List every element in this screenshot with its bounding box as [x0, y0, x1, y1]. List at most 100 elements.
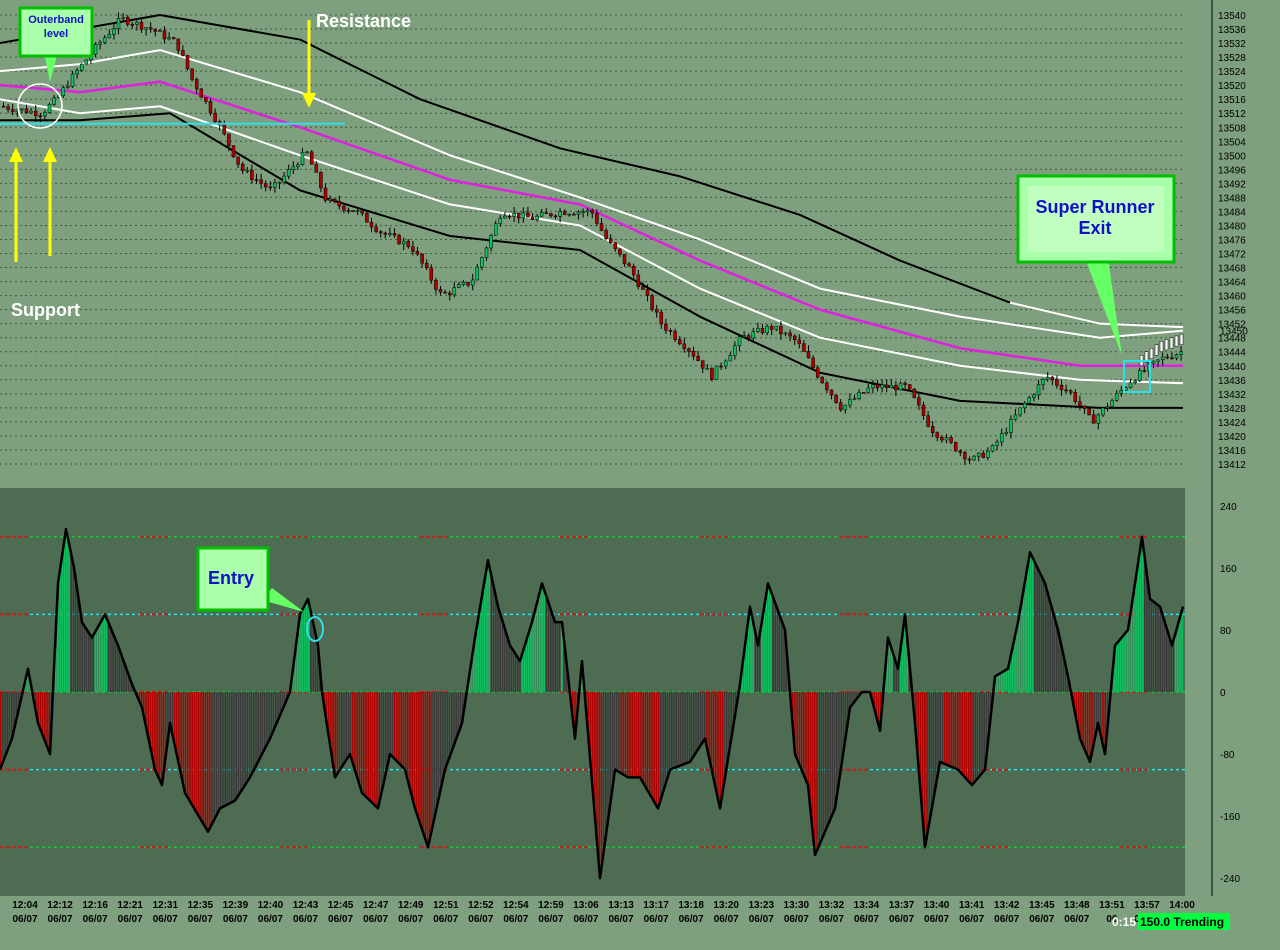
- oscillator-bar: [345, 692, 347, 762]
- oscillator-bar: [380, 692, 383, 797]
- resistance-label: Resistance: [316, 11, 411, 31]
- candle-body: [351, 210, 355, 212]
- oscillator-bar: [772, 594, 774, 692]
- candle-body: [990, 445, 995, 452]
- oscillator-bar: [1181, 612, 1183, 692]
- outerband-label-line2: level: [44, 28, 68, 40]
- oscillator-axis: 240 160 80 0 -80 -160 -240: [1220, 502, 1240, 885]
- time-tick-label: 12:47: [363, 900, 389, 911]
- oscillator-bar: [616, 692, 618, 771]
- candle-body: [240, 163, 245, 171]
- date-tick-label: 06/07: [714, 914, 739, 925]
- oscillator-bar: [149, 692, 152, 744]
- oscillator-bar: [1144, 552, 1146, 692]
- oscillator-bar: [1084, 692, 1087, 750]
- oscillator-bar: [794, 692, 796, 745]
- price-tick-label: 13480: [1218, 221, 1246, 232]
- oscillator-bar: [594, 692, 596, 806]
- oscillator-bar: [407, 692, 409, 778]
- oscillator-bar: [1003, 671, 1005, 692]
- oscillator-bar: [954, 692, 957, 769]
- candle-body: [98, 42, 102, 45]
- oscillator-bar: [1102, 692, 1104, 742]
- candle-body: [912, 388, 917, 398]
- oscillator-bar: [178, 692, 180, 762]
- oscillator-bar: [657, 692, 660, 809]
- entry-label: Entry: [208, 568, 254, 588]
- candle-body: [273, 182, 277, 188]
- oscillator-bar: [902, 637, 904, 692]
- oscillator-bar: [143, 692, 145, 713]
- date-tick-label: 06: [1106, 914, 1118, 925]
- oscillator-bar: [448, 692, 451, 760]
- oscillator-bar: [541, 586, 543, 692]
- oscillator-bar: [409, 692, 411, 786]
- candle-body: [751, 331, 756, 339]
- oscillator-bar: [204, 692, 207, 826]
- candle-body: [300, 152, 305, 165]
- candle-body: [102, 37, 107, 43]
- oscillator-bar: [512, 649, 515, 692]
- candle-body: [424, 262, 429, 269]
- candle-body: [848, 399, 852, 406]
- candle-body: [452, 287, 457, 295]
- date-tick-label: 06/07: [153, 914, 178, 925]
- oscillator-bar: [983, 692, 985, 772]
- oscillator-bar: [699, 692, 702, 747]
- oscillator-bar: [1152, 601, 1155, 692]
- oscillator-bar: [475, 636, 477, 692]
- oscillator-bar: [490, 572, 493, 692]
- oscillator-bar: [59, 573, 61, 692]
- support-label: Support: [11, 300, 80, 320]
- candle-body: [668, 330, 673, 332]
- price-tick-label: 13420: [1218, 432, 1246, 443]
- time-tick-label: 12:40: [258, 900, 284, 911]
- oscillator-bar: [589, 692, 592, 753]
- candle-body: [139, 21, 144, 30]
- oscillator-bar: [519, 659, 521, 692]
- date-tick-label: 06/07: [538, 914, 563, 925]
- oscillator-bar: [209, 692, 211, 830]
- oscillator-bar: [378, 692, 380, 807]
- oscillator-bar: [875, 692, 878, 714]
- status-time: 0:15: [1112, 915, 1136, 929]
- oscillator-bar: [820, 692, 823, 842]
- candle-body: [411, 246, 415, 252]
- oscillator-bar: [1058, 630, 1060, 692]
- oscillator-bar: [503, 625, 506, 692]
- oscillator-bar: [180, 692, 182, 772]
- oscillator-bar: [803, 692, 805, 774]
- oscillator-bar: [679, 692, 682, 766]
- candle-body: [544, 212, 549, 214]
- oscillator-bar: [422, 692, 424, 831]
- candle-body: [75, 70, 79, 75]
- date-tick-label: 06/07: [48, 914, 73, 925]
- date-tick-label: 06/07: [12, 914, 37, 925]
- oscillator-bar: [396, 692, 398, 761]
- oscillator-bar: [1130, 611, 1133, 692]
- time-axis-background: [0, 896, 1280, 950]
- candle-body-white: [1179, 333, 1184, 345]
- oscillator-bar: [277, 692, 279, 722]
- candle-body: [153, 28, 158, 32]
- oscillator-bar: [8, 692, 11, 747]
- oscillator-bar: [418, 692, 420, 818]
- oscillator-bar: [644, 692, 647, 786]
- oscillator-bar: [484, 583, 486, 692]
- oscillator-bar: [341, 692, 343, 769]
- oscillator-bar: [1172, 643, 1175, 692]
- candle-body: [682, 343, 687, 350]
- candle-body: [664, 323, 668, 331]
- oscillator-bar: [215, 692, 218, 817]
- price-axis: 13540 13536 13532 13528 13524 13520 13516 13512…: [1218, 11, 1248, 471]
- oscillator-bar: [671, 692, 673, 770]
- oscillator-bar: [642, 692, 644, 782]
- oscillator-tick-label: 0: [1220, 688, 1226, 699]
- oscillator-bar: [211, 692, 213, 826]
- oscillator-bar: [673, 692, 675, 769]
- oscillator-bar: [121, 653, 123, 692]
- candle-body: [572, 213, 576, 216]
- candle-body: [1174, 354, 1179, 359]
- oscillator-bar: [574, 692, 576, 732]
- oscillator-bar: [1001, 672, 1003, 692]
